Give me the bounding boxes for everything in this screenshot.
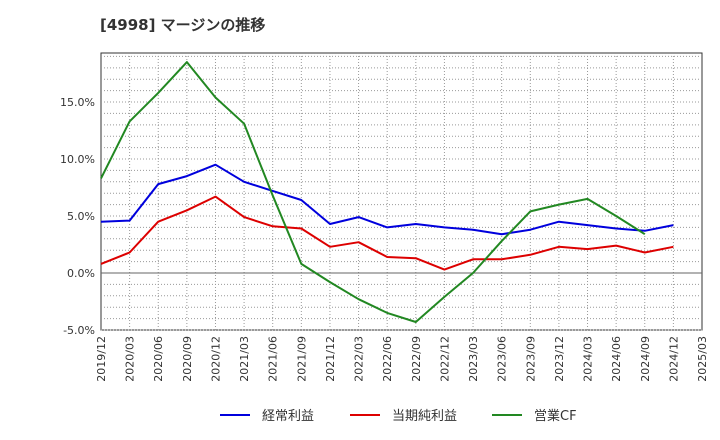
x-tick-label: 2021/12	[324, 336, 337, 382]
x-tick-label: 2020/09	[181, 336, 194, 382]
legend-label: 営業CF	[534, 408, 577, 424]
x-tick-label: 2024/12	[667, 336, 680, 382]
x-tick-label: 2022/12	[438, 336, 451, 382]
y-tick-label: 5.0%	[67, 210, 95, 223]
x-tick-label: 2024/03	[582, 336, 595, 382]
x-tick-label: 2022/06	[381, 336, 394, 382]
x-tick-label: 2021/09	[295, 336, 308, 382]
x-tick-label: 2023/06	[496, 336, 509, 382]
legend-label: 当期純利益	[392, 409, 457, 424]
x-tick-label: 2020/03	[124, 336, 137, 382]
y-tick-label: 0.0%	[67, 267, 95, 280]
x-tick-label: 2022/03	[353, 336, 366, 382]
x-tick-label: 2025/03	[696, 336, 709, 382]
x-tick-label: 2019/12	[95, 336, 108, 382]
x-tick-label: 2020/12	[209, 336, 222, 382]
x-tick-label: 2023/03	[467, 336, 480, 382]
x-tick-label: 2021/06	[267, 336, 280, 382]
x-tick-label: 2024/09	[639, 336, 652, 382]
series-line-1	[100, 163, 674, 236]
chart-title: [4998] マージンの推移	[100, 16, 266, 34]
y-tick-label: -5.0%	[63, 324, 95, 337]
plot-area	[100, 52, 703, 331]
series-line-2	[100, 195, 674, 271]
x-tick-label: 2020/06	[152, 336, 165, 382]
x-tick-label: 2021/03	[238, 336, 251, 382]
x-tick-label: 2023/09	[524, 336, 537, 382]
series-line-3	[100, 61, 646, 323]
x-tick-label: 2024/06	[610, 336, 623, 382]
legend-label: 経常利益	[262, 409, 314, 424]
y-tick-label: 15.0%	[60, 96, 95, 109]
y-tick-label: 10.0%	[60, 153, 95, 166]
x-tick-label: 2022/09	[410, 336, 423, 382]
x-tick-label: 2023/12	[553, 336, 566, 382]
